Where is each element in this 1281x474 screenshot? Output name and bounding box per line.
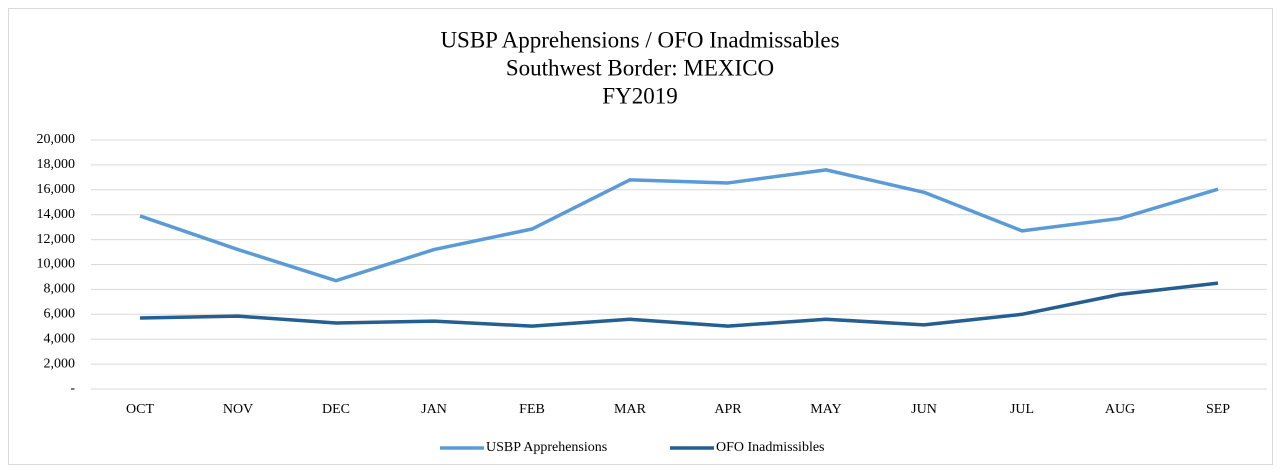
x-tick-label: APR <box>714 402 742 417</box>
chart-title: USBP Apprehensions / OFO Inadmissables <box>440 27 839 52</box>
line-series <box>139 168 1219 283</box>
x-tick-label: AUG <box>1105 402 1135 417</box>
y-tick-label: - <box>70 381 75 396</box>
x-tick-label: DEC <box>322 402 350 417</box>
x-tick-label: SEP <box>1206 402 1230 417</box>
x-tick-label: MAR <box>614 402 647 417</box>
y-tick-label: 18,000 <box>37 157 76 172</box>
y-tick-label: 16,000 <box>37 182 76 197</box>
y-tick-label: 14,000 <box>37 207 76 222</box>
y-tick-label: 6,000 <box>44 307 76 322</box>
x-tick-label: MAY <box>810 402 841 417</box>
y-tick-label: 12,000 <box>37 232 76 247</box>
y-tick-label: 4,000 <box>44 331 76 346</box>
y-tick-label: 2,000 <box>44 356 76 371</box>
legend-label: USBP Apprehensions <box>486 440 607 455</box>
x-tick-label: JUL <box>1010 402 1034 417</box>
y-tick-label: 20,000 <box>37 132 76 147</box>
y-tick-label: 10,000 <box>37 257 76 272</box>
chart-title: Southwest Border: MEXICO <box>506 55 774 80</box>
line-series <box>139 281 1219 328</box>
x-tick-label: JUN <box>911 402 937 417</box>
x-tick-label: NOV <box>223 402 253 417</box>
x-tick-label: FEB <box>519 402 545 417</box>
x-tick-label: OCT <box>126 402 154 417</box>
chart-title: FY2019 <box>602 83 677 108</box>
x-tick-label: JAN <box>421 402 447 417</box>
y-tick-label: 8,000 <box>44 282 76 297</box>
legend-label: OFO Inadmissibles <box>716 440 825 455</box>
